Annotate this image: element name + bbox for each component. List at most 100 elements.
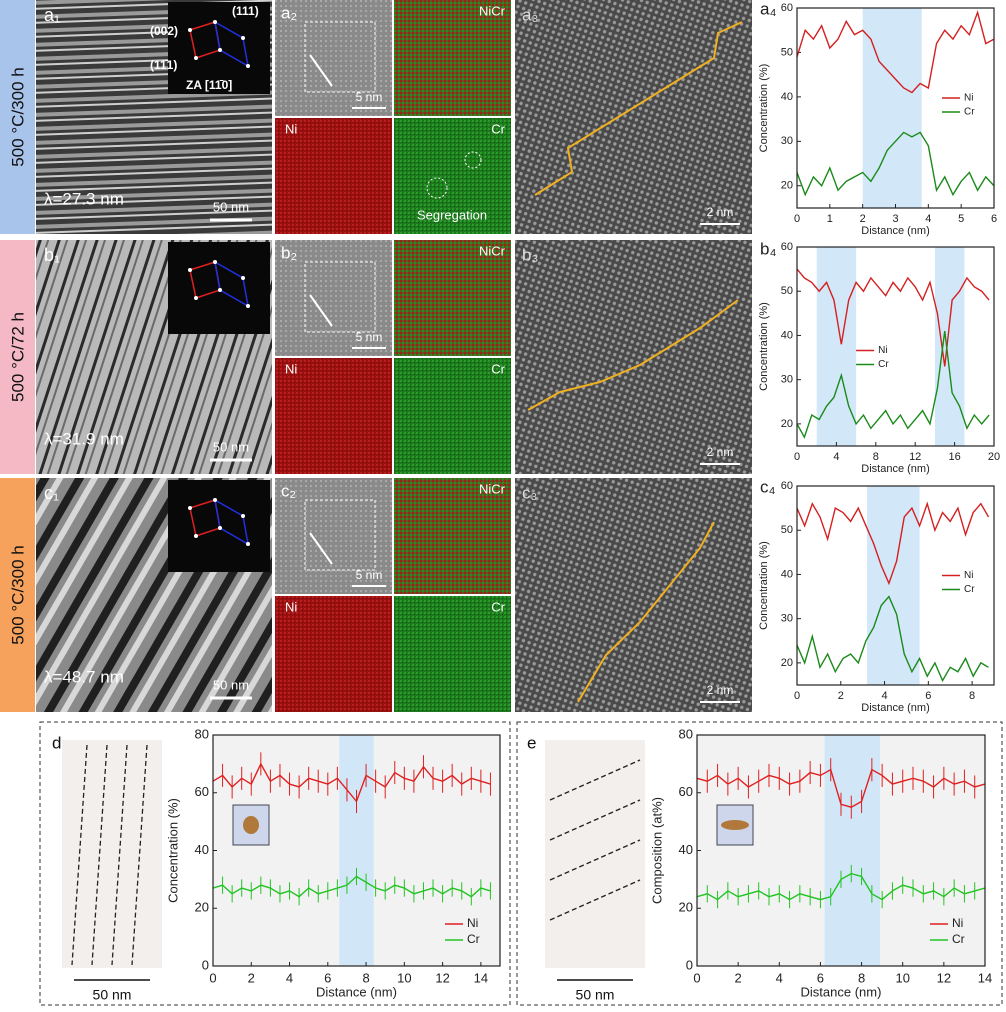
scale-label: 50 nm bbox=[213, 199, 249, 214]
map-nicr bbox=[394, 240, 511, 356]
panel-frame bbox=[39, 721, 511, 1006]
y-tick-label: 40 bbox=[195, 842, 209, 857]
y-axis-label: Concentration (%) bbox=[758, 541, 770, 630]
y-tick-label: 30 bbox=[781, 374, 793, 386]
panel-label: b₄ bbox=[760, 239, 776, 258]
map-label: Ni bbox=[285, 121, 297, 136]
map-label: Cr bbox=[491, 121, 505, 136]
spot-label: ZA [11̄0] bbox=[186, 78, 232, 92]
y-axis-label: Composition (at%) bbox=[649, 797, 664, 904]
legend-label: Cr bbox=[878, 359, 889, 370]
diffraction-spot bbox=[246, 304, 250, 308]
series-line bbox=[796, 330, 990, 439]
apt-plane bbox=[111, 744, 128, 966]
map-cr bbox=[394, 118, 511, 234]
legend-label: Cr bbox=[964, 107, 975, 118]
panel-label: b₃ bbox=[522, 245, 538, 264]
y-tick-label: 20 bbox=[195, 900, 209, 915]
y-tick-label: 20 bbox=[781, 657, 793, 669]
hrtem-image bbox=[515, 478, 752, 712]
shade-region bbox=[339, 735, 374, 966]
x-tick-label: 6 bbox=[817, 970, 824, 985]
legend-label: Cr bbox=[964, 584, 975, 595]
x-tick-label: 2 bbox=[735, 970, 742, 985]
plot-frame bbox=[212, 734, 501, 967]
scale-label: 50 nm bbox=[213, 677, 249, 692]
legend-label: Cr bbox=[952, 932, 965, 946]
x-tick-label: 2 bbox=[248, 970, 255, 985]
diffraction-spot bbox=[213, 20, 217, 24]
map-label: NiCr bbox=[479, 243, 506, 258]
x-tick-label: 0 bbox=[794, 213, 800, 225]
x-tick-label: 3 bbox=[892, 213, 898, 225]
hrtem-image bbox=[515, 240, 752, 474]
segregation-circle bbox=[464, 151, 482, 169]
x-tick-label: 0 bbox=[794, 690, 800, 702]
x-axis-label: Distance (nm) bbox=[861, 463, 929, 475]
y-tick-label: 60 bbox=[679, 784, 693, 799]
diffraction-spot bbox=[188, 506, 192, 510]
x-tick-label: 10 bbox=[895, 970, 909, 985]
diffraction-spot bbox=[246, 542, 250, 546]
series-line bbox=[696, 872, 986, 901]
x-tick-label: 6 bbox=[925, 690, 931, 702]
x-tick-label: 2 bbox=[838, 690, 844, 702]
y-tick-label: 50 bbox=[781, 285, 793, 297]
legend-label: Ni bbox=[964, 570, 973, 581]
scale-label: 50 nm bbox=[213, 439, 249, 454]
apt-plane bbox=[549, 839, 641, 881]
y-tick-label: 40 bbox=[679, 842, 693, 857]
panel-label: a₂ bbox=[281, 3, 297, 22]
y-tick-label: 0 bbox=[202, 957, 209, 972]
panel-label: a₄ bbox=[760, 0, 776, 18]
x-tick-label: 0 bbox=[693, 970, 700, 985]
y-tick-label: 20 bbox=[781, 180, 793, 192]
map-label: Cr bbox=[491, 361, 505, 376]
map-nicr bbox=[394, 478, 511, 594]
map-label: NiCr bbox=[479, 481, 506, 496]
roi-box bbox=[304, 21, 376, 93]
map-label: NiCr bbox=[479, 3, 506, 18]
panel-label: b₂ bbox=[281, 243, 297, 262]
y-tick-label: 20 bbox=[781, 418, 793, 430]
series-line bbox=[212, 762, 491, 803]
map-label: Ni bbox=[285, 361, 297, 376]
panel-label: a₁ bbox=[44, 5, 60, 25]
map-cr bbox=[394, 358, 511, 474]
line-scan-arrow bbox=[309, 54, 333, 87]
map-ni bbox=[275, 358, 392, 474]
diffraction-spot bbox=[213, 260, 217, 264]
series-line bbox=[696, 768, 986, 808]
x-tick-label: 12 bbox=[909, 451, 921, 463]
apt-plane bbox=[549, 759, 641, 801]
plot-frame bbox=[696, 734, 986, 967]
panel-label: a₃ bbox=[522, 5, 538, 24]
panel-label: c₁ bbox=[44, 483, 59, 503]
y-tick-label: 60 bbox=[195, 784, 209, 799]
legend-label: Cr bbox=[467, 932, 480, 946]
plot-frame bbox=[796, 246, 995, 447]
series-line bbox=[796, 501, 990, 586]
stem-image bbox=[275, 0, 392, 116]
y-tick-label: 80 bbox=[195, 726, 209, 741]
shade-region bbox=[862, 8, 922, 208]
scale-label: 5 nm bbox=[356, 330, 383, 344]
plot-frame bbox=[796, 485, 995, 686]
stem-image bbox=[275, 478, 392, 594]
diffraction-spot bbox=[218, 288, 222, 292]
x-tick-label: 4 bbox=[881, 690, 887, 702]
panel-label: c₃ bbox=[522, 483, 537, 502]
inset-cluster bbox=[721, 820, 749, 830]
spot-label: (11̄1) bbox=[150, 58, 177, 72]
dislocation-line bbox=[534, 21, 743, 196]
x-axis-label: Distance (nm) bbox=[316, 985, 397, 1000]
x-tick-label: 8 bbox=[873, 451, 879, 463]
scale-label: 5 nm bbox=[356, 90, 383, 104]
shade-region bbox=[867, 486, 920, 685]
diffraction-spot bbox=[194, 534, 198, 538]
shade-region bbox=[816, 247, 857, 446]
map-ni bbox=[275, 596, 392, 712]
stem-image bbox=[275, 240, 392, 356]
x-tick-label: 0 bbox=[794, 451, 800, 463]
